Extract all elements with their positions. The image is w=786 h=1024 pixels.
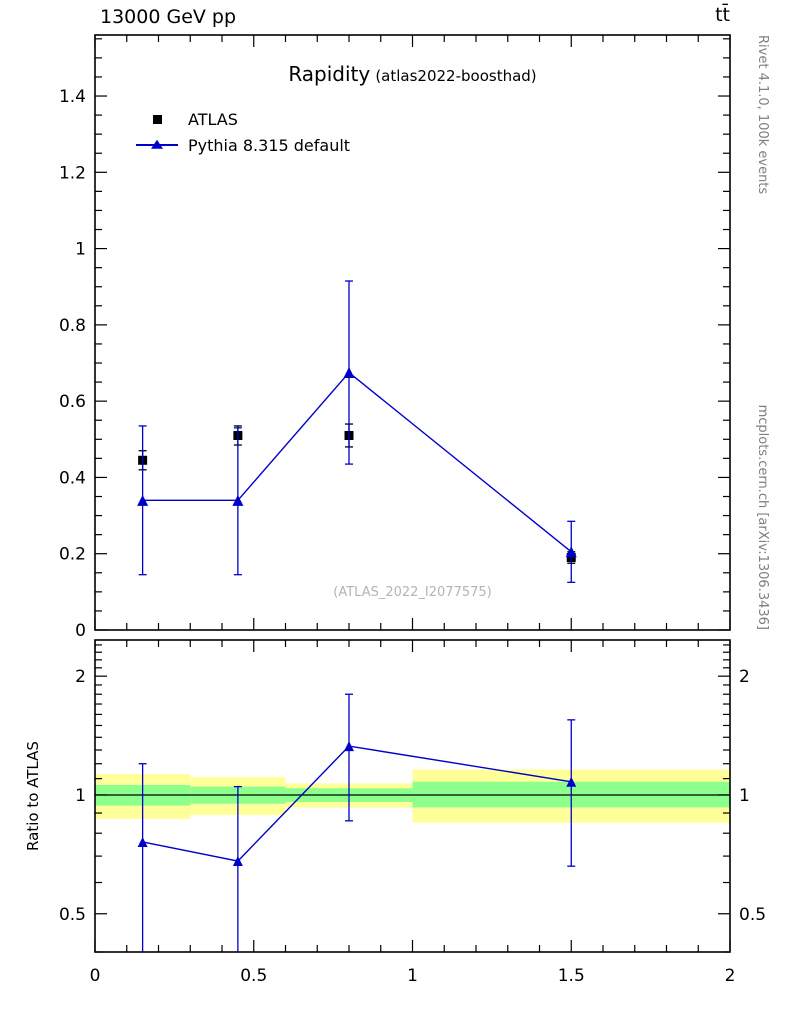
process-label: tt̄ bbox=[715, 4, 730, 26]
svg-text:2: 2 bbox=[75, 667, 86, 687]
svg-text:1.4: 1.4 bbox=[59, 87, 86, 107]
rivet-version-label: Rivet 4.1.0, 100k events bbox=[755, 35, 770, 195]
svg-text:1: 1 bbox=[75, 240, 86, 260]
svg-text:1.5: 1.5 bbox=[558, 966, 585, 986]
legend-item-atlas: ATLAS bbox=[134, 106, 350, 132]
analysis-subtitle: (atlas2022-boosthad) bbox=[375, 67, 537, 85]
legend-item-pythia: Pythia 8.315 default bbox=[134, 132, 350, 158]
plot-title: Rapidity (atlas2022-boosthad) bbox=[95, 62, 730, 86]
svg-text:0.5: 0.5 bbox=[59, 905, 86, 925]
svg-text:2: 2 bbox=[739, 667, 750, 687]
beam-energy-label: 13000 GeV pp bbox=[100, 6, 237, 28]
svg-text:1: 1 bbox=[75, 786, 86, 806]
svg-text:0.5: 0.5 bbox=[240, 966, 267, 986]
svg-text:2: 2 bbox=[725, 966, 736, 986]
series-atlas bbox=[138, 423, 576, 564]
svg-text:0.6: 0.6 bbox=[59, 392, 86, 412]
svg-text:0: 0 bbox=[90, 966, 101, 986]
svg-text:0.2: 0.2 bbox=[59, 545, 86, 565]
legend-label-pythia: Pythia 8.315 default bbox=[188, 135, 351, 155]
pythia-triangle-line-marker-icon bbox=[134, 139, 180, 149]
analysis-id-watermark: (ATLAS_2022_I2077575) bbox=[333, 585, 492, 600]
right-margin-credits: Rivet 4.1.0, 100k events mcplots.cern.ch… bbox=[755, 35, 770, 630]
series-pythia-8-315-default-atlas bbox=[137, 693, 577, 952]
svg-text:0.4: 0.4 bbox=[59, 468, 86, 488]
svg-text:1: 1 bbox=[739, 786, 750, 806]
legend: ATLAS Pythia 8.315 default bbox=[134, 106, 350, 158]
axis-ticks bbox=[94, 35, 731, 953]
atlas-square-marker-icon bbox=[134, 114, 180, 124]
svg-text:1.2: 1.2 bbox=[59, 163, 86, 183]
ratio-axis-title: Ratio to ATLAS bbox=[24, 741, 42, 851]
series-pythia-8-315-default bbox=[137, 280, 577, 583]
svg-text:0: 0 bbox=[75, 621, 86, 641]
ratio-uncertainty-bands bbox=[95, 769, 730, 823]
mcplots-arxiv-label: mcplots.cern.ch [arXiv:1306.3436] bbox=[755, 404, 770, 630]
svg-text:1: 1 bbox=[407, 966, 418, 986]
observable-title: Rapidity bbox=[288, 62, 371, 86]
svg-text:0.8: 0.8 bbox=[59, 316, 86, 336]
svg-text:0.5: 0.5 bbox=[739, 905, 766, 925]
legend-label-atlas: ATLAS bbox=[188, 109, 238, 129]
